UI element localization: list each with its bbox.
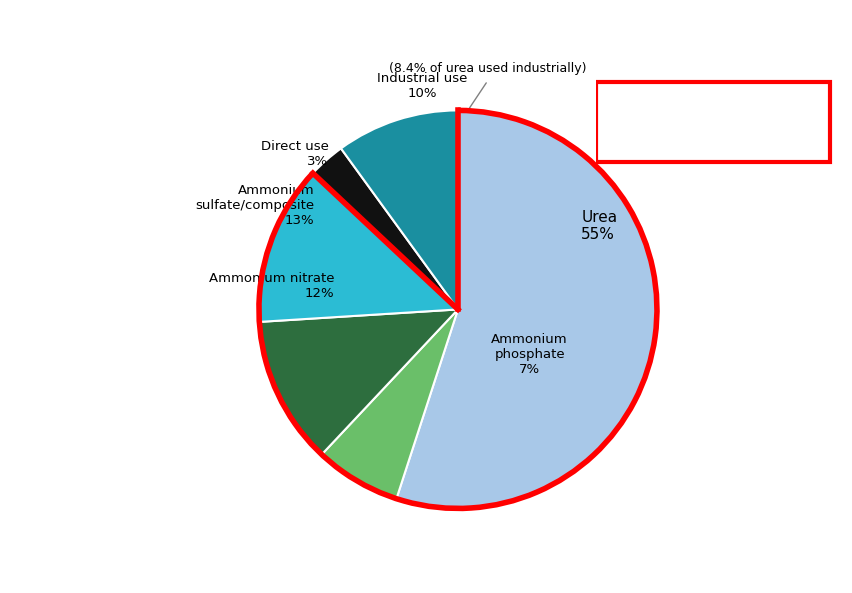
Wedge shape [341,110,458,310]
Text: Ammonium
sulfate/composite
13%: Ammonium sulfate/composite 13% [196,184,314,228]
Wedge shape [259,310,458,454]
Text: Direct use
3%: Direct use 3% [261,140,329,168]
Text: Ammonium nitrate
12%: Ammonium nitrate 12% [209,272,335,299]
Text: Fertiliser-related use: Fertiliser-related use [637,114,794,129]
Wedge shape [313,148,458,310]
Text: Urea
55%: Urea 55% [581,210,618,242]
Text: Industrial use
10%: Industrial use 10% [377,72,467,100]
Text: (8.4% of urea used industrially): (8.4% of urea used industrially) [389,62,586,75]
Wedge shape [322,310,458,499]
Text: Ammonium
phosphate
7%: Ammonium phosphate 7% [492,333,568,377]
Wedge shape [259,173,458,322]
FancyBboxPatch shape [596,82,830,162]
Wedge shape [396,110,657,508]
